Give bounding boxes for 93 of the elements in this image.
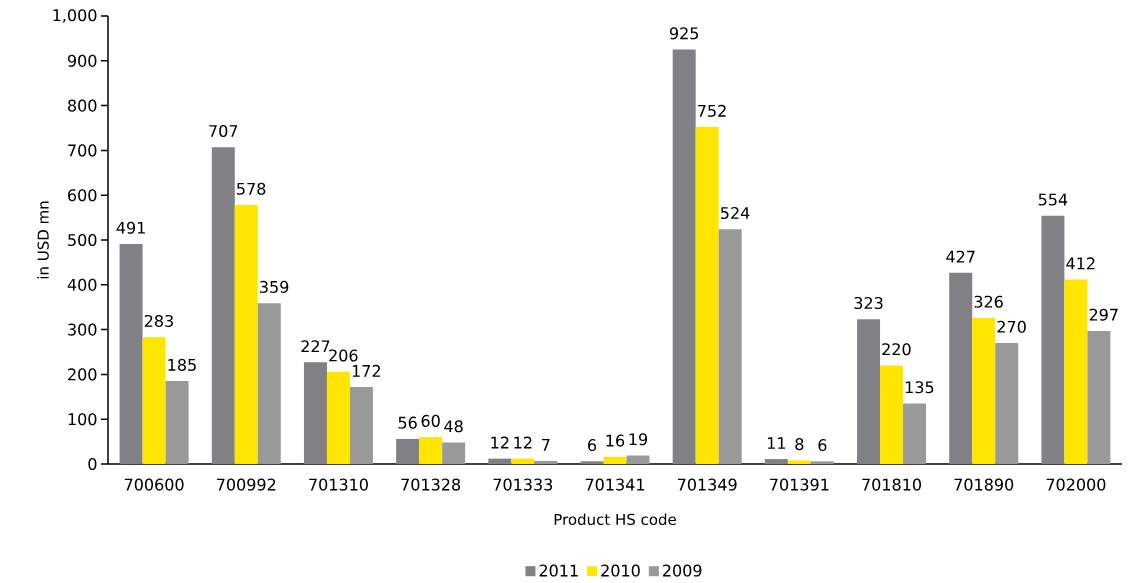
bar [949, 272, 973, 464]
data-label: 11 [767, 437, 786, 449]
data-label: 707 [209, 124, 238, 138]
data-label: 323 [854, 296, 883, 310]
y-tick-label: 900 [67, 54, 97, 67]
y-tick-label: 400 [67, 278, 97, 291]
bar [165, 381, 189, 464]
data-label: 206 [329, 349, 358, 362]
y-tick-label: 500 [68, 233, 97, 247]
bar [764, 459, 788, 464]
y-tick-label: 600 [68, 189, 97, 202]
data-label: 359 [260, 280, 289, 293]
x-tick-label: 702000 [1046, 478, 1106, 491]
bar [672, 49, 696, 464]
bar [303, 362, 327, 464]
bar [972, 317, 996, 464]
data-label: 270 [997, 320, 1026, 333]
legend-label: 2009 [663, 564, 702, 577]
y-axis-title: in USD mn [37, 201, 49, 279]
data-label: 12 [491, 436, 509, 449]
bar [810, 461, 834, 464]
data-label: 172 [352, 364, 380, 377]
bar [995, 343, 1019, 464]
y-tick-label: 200 [68, 368, 97, 381]
data-label: 6 [818, 439, 827, 452]
data-label: 283 [144, 314, 173, 328]
data-label: 752 [698, 104, 726, 117]
bar [580, 461, 604, 464]
bar [349, 386, 373, 464]
x-axis-title: Product HS code [554, 513, 676, 526]
data-label: 8 [795, 438, 804, 451]
y-tick-label: 1,000 [53, 9, 97, 23]
bar [534, 460, 558, 464]
bar [119, 244, 143, 464]
data-label: 427 [946, 250, 975, 263]
x-tick-label: 701328 [401, 478, 461, 491]
data-label: 326 [974, 295, 1003, 308]
bar [903, 403, 927, 464]
data-label: 48 [444, 420, 463, 433]
bar [257, 303, 281, 464]
y-tick-label: 300 [68, 323, 97, 336]
y-tick-label: 0 [88, 457, 97, 471]
data-label: 135 [905, 381, 934, 394]
data-label: 412 [1066, 257, 1095, 270]
bar [419, 437, 443, 464]
data-label: 185 [168, 358, 196, 371]
data-label: 554 [1038, 193, 1068, 206]
x-tick-label: 701391 [770, 478, 829, 491]
bar [1087, 330, 1111, 464]
x-tick-label: 701810 [862, 478, 922, 491]
bar [442, 442, 466, 464]
data-label: 60 [421, 414, 440, 427]
bar [718, 229, 742, 464]
bar [488, 458, 512, 464]
data-label: 227 [301, 340, 330, 353]
legend-label: 2010 [601, 564, 640, 577]
bar [234, 205, 258, 464]
bar [142, 337, 166, 464]
bar [857, 319, 881, 464]
data-label: 578 [237, 182, 266, 195]
bar [511, 458, 535, 464]
data-label: 925 [669, 27, 699, 40]
bar [626, 455, 650, 464]
y-tick-label: 800 [68, 99, 97, 112]
bar [396, 438, 420, 464]
data-label: 7 [542, 438, 550, 451]
bar [326, 371, 350, 464]
data-label: 19 [629, 433, 648, 446]
x-tick-label: 701310 [309, 478, 368, 491]
data-label: 491 [116, 221, 145, 234]
x-tick-label: 701333 [493, 478, 553, 491]
data-label: 297 [1089, 308, 1118, 321]
x-tick-label: 701890 [954, 478, 1014, 491]
bar [1064, 279, 1088, 464]
data-label: 220 [882, 343, 911, 356]
y-tick-label: 100 [68, 413, 97, 426]
data-label: 6 [588, 439, 597, 452]
bar [211, 147, 235, 464]
bar [880, 365, 904, 464]
bar [695, 127, 719, 464]
y-tick-label: 700 [68, 144, 97, 157]
data-label: 56 [398, 416, 417, 429]
x-tick-label: 701341 [585, 478, 645, 491]
bar [787, 460, 811, 464]
x-tick-label: 700992 [217, 478, 276, 491]
bar [1041, 215, 1065, 464]
data-label: 12 [514, 436, 532, 449]
x-tick-label: 701349 [677, 478, 737, 491]
data-label: 16 [606, 434, 625, 447]
legend-label: 2011 [539, 564, 578, 577]
x-tick-label: 700600 [124, 478, 184, 491]
bar [603, 456, 627, 464]
data-label: 524 [721, 206, 750, 220]
